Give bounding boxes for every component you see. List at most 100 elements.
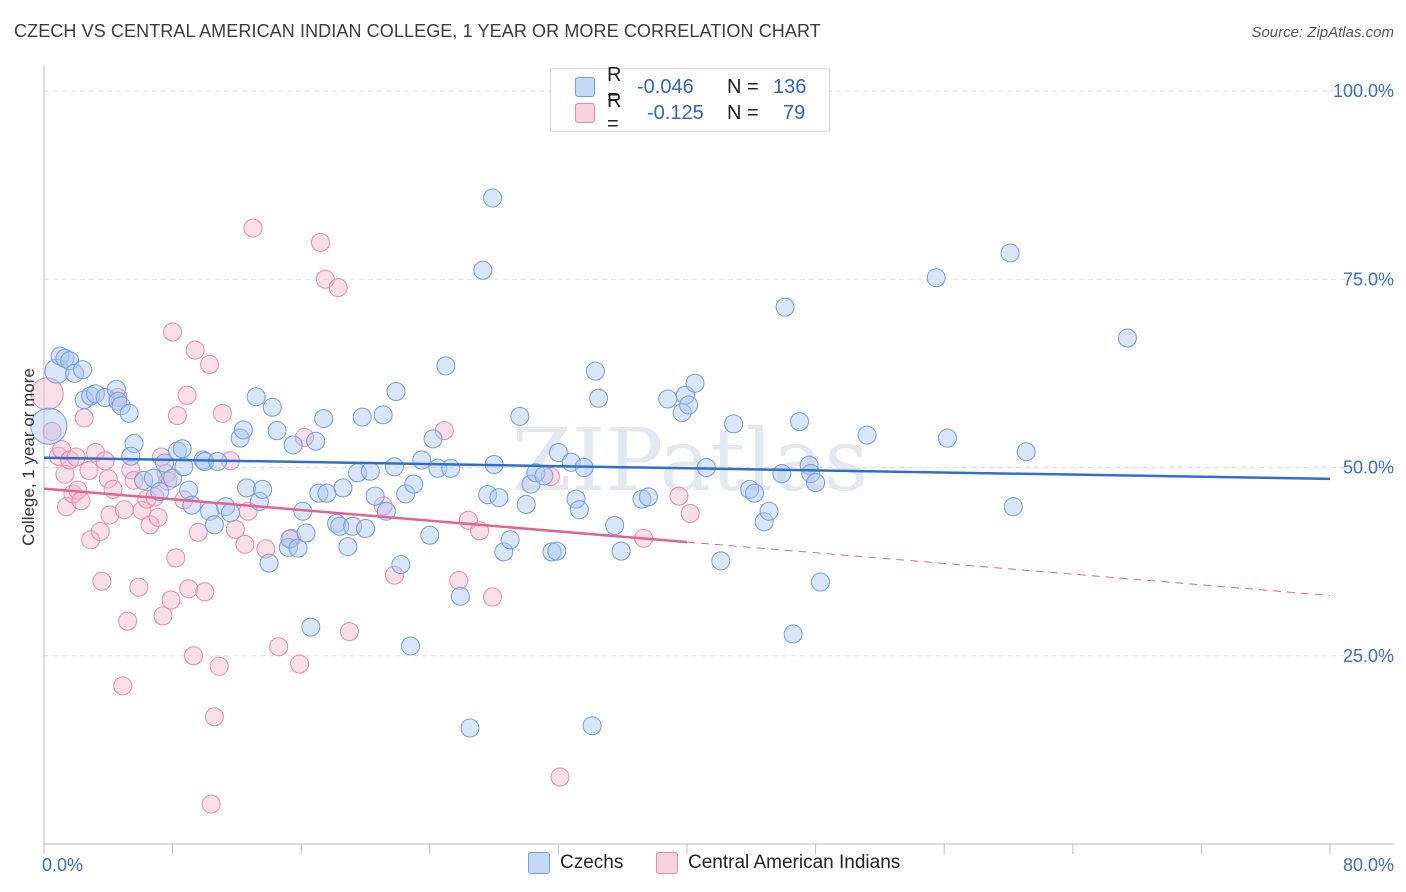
czechs-trend-line (43, 456, 1331, 481)
czech-point (333, 478, 353, 498)
czech-point (296, 523, 316, 543)
cai-point (153, 606, 173, 626)
cai-point (81, 530, 101, 550)
legend-row-czechs: R = -0.046 N = 136 (575, 64, 807, 109)
r-label: R = (607, 64, 622, 109)
y-tick-label: 75.0% (1343, 269, 1394, 289)
czech-point (283, 435, 303, 455)
cai-swatch (656, 852, 678, 874)
czech-point (401, 636, 421, 656)
czech-point (233, 420, 253, 440)
cai-point (163, 322, 183, 342)
czech-point (1003, 497, 1023, 517)
cai-point (42, 421, 62, 441)
czech-point (386, 381, 406, 401)
cai-point (148, 507, 168, 527)
czech-point (460, 718, 480, 738)
cai-point (100, 505, 120, 525)
czech-point (309, 483, 329, 503)
czech-point (73, 360, 93, 380)
czech-point (420, 525, 440, 545)
cai-point (118, 611, 138, 631)
cai-point (680, 503, 700, 523)
czech-point (745, 483, 765, 503)
legend-row-central-american-indians: R = -0.125 N = 79 (575, 90, 805, 135)
bottom-legend-central-american-indians: Central American Indians (656, 852, 900, 874)
bottom-legend-czechs-label: Czechs (560, 852, 624, 873)
cai-point (74, 408, 94, 428)
czech-point (182, 495, 202, 515)
n-value: 136 (773, 75, 807, 98)
czech-point (111, 396, 131, 416)
czech-point (412, 450, 432, 470)
czech-point (489, 488, 509, 508)
czech-point (566, 489, 586, 509)
cai-point (79, 461, 99, 481)
czech-point (605, 516, 625, 536)
czech-point (246, 387, 266, 407)
czechs-swatch (575, 77, 595, 97)
czech-point (352, 407, 372, 427)
cai-point (124, 470, 144, 490)
czech-point (259, 553, 279, 573)
czech-point (278, 537, 298, 557)
czech-point (1016, 442, 1036, 462)
cai-point (200, 354, 220, 374)
x-tick-label-min: 0.0% (42, 855, 83, 875)
cai-point (132, 500, 152, 520)
czech-point (772, 464, 792, 484)
czech-point (679, 395, 699, 415)
cai-point (339, 622, 359, 642)
czech-point (450, 586, 470, 606)
chart-title: CZECH VS CENTRAL AMERICAN INDIAN COLLEGE… (14, 21, 821, 41)
czech-point (356, 519, 375, 539)
czech-point (396, 484, 416, 504)
cai-point (71, 491, 91, 511)
y-tick-label: 100.0% (1333, 81, 1394, 101)
bottom-legend-cai-label: Central American Indians (688, 852, 901, 873)
cai-trend-line-extension (686, 541, 1331, 597)
cai-point (188, 522, 208, 542)
cai-point (185, 340, 205, 360)
czech-point (179, 480, 199, 500)
cai-point (310, 232, 330, 252)
cai-point (183, 646, 203, 666)
cai-point (482, 587, 502, 607)
series-czechs (30, 188, 1137, 738)
czech-point (74, 390, 94, 410)
czech-point (478, 485, 498, 505)
cai-point (167, 406, 187, 426)
cai-point (294, 427, 314, 447)
czech-point (384, 457, 404, 477)
cai-point (166, 548, 186, 568)
axes (43, 66, 1394, 854)
cai-point (179, 579, 199, 599)
czech-point (423, 429, 443, 449)
czech-point (174, 457, 194, 477)
cai-point (140, 515, 160, 535)
cai-point (384, 565, 404, 585)
czech-point (1000, 243, 1020, 263)
czech-point (306, 431, 326, 451)
czech-point (172, 439, 192, 459)
czech-point (360, 461, 380, 481)
cai-point (129, 577, 149, 597)
r-label: R = (607, 90, 622, 135)
czech-point (237, 478, 257, 498)
czech-point (611, 541, 631, 561)
czech-point (937, 428, 957, 448)
cai-swatch (575, 103, 595, 123)
czech-point (404, 474, 424, 494)
czech-point (121, 446, 141, 466)
czech-point (391, 555, 411, 575)
cai-point (177, 385, 197, 405)
cai-point (95, 451, 115, 471)
r-value: -0.046 (637, 75, 694, 98)
grid (44, 90, 1394, 657)
czech-point (542, 542, 562, 562)
cai-point (195, 582, 215, 602)
czech-point (338, 537, 358, 557)
czech-point (926, 268, 946, 288)
trend-lines (43, 456, 1331, 597)
cai-point (92, 571, 112, 591)
